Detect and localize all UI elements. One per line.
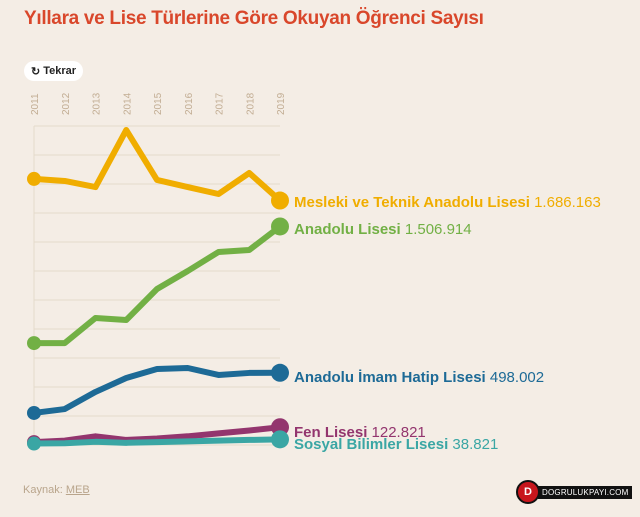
replay-label: Tekrar	[43, 65, 77, 77]
x-tick-label: 2014	[122, 92, 133, 115]
x-tick-label: 2017	[215, 92, 226, 115]
logo-text: DOGRULUKPAYI.COM	[538, 485, 633, 499]
end-point	[271, 217, 289, 236]
x-tick-label: 2011	[30, 93, 41, 115]
chart-title: Yıllara ve Lise Türlerine Göre Okuyan Öğ…	[24, 8, 484, 29]
series-label: Fen Lisesi 122.821	[294, 424, 426, 441]
series-name: Mesleki ve Teknik Anadolu Lisesi	[294, 194, 534, 211]
start-point	[27, 405, 41, 420]
series-value: 122.821	[372, 424, 426, 441]
series-label: Anadolu Lisesi 1.506.914	[294, 221, 472, 238]
series-line	[31, 436, 283, 447]
source-link[interactable]: MEB	[65, 484, 90, 496]
start-point	[27, 171, 41, 186]
source-label: Kaynak:	[23, 484, 63, 496]
series-label: Sosyal Bilimler Lisesi 38.821	[294, 436, 498, 453]
series-label: Mesleki ve Teknik Anadolu Lisesi 1.686.1…	[294, 194, 601, 211]
x-tick-label: 2015	[153, 92, 164, 115]
x-tick-label: 2013	[92, 92, 103, 115]
series-line	[31, 424, 283, 446]
series-line	[31, 127, 283, 204]
replay-icon: ↻	[31, 65, 41, 78]
start-point	[27, 336, 41, 351]
series-line	[31, 365, 283, 416]
series-label: Anadolu İmam Hatip Lisesi 498.002	[294, 369, 544, 386]
series-name: Fen Lisesi	[294, 424, 372, 441]
start-point	[27, 436, 41, 451]
x-tick-label: 2019	[276, 92, 287, 115]
x-tick-label: 2018	[245, 92, 256, 115]
series-name: Sosyal Bilimler Lisesi	[294, 436, 452, 453]
end-point	[271, 191, 289, 210]
source-note: Kaynak: MEB	[23, 484, 90, 496]
end-point	[271, 363, 289, 382]
series-value: 38.821	[452, 436, 498, 453]
series-value: 498.002	[490, 369, 544, 386]
replay-button[interactable]: ↻ Tekrar	[24, 61, 84, 81]
logo: D DOGRULUKPAYI.COM	[516, 480, 633, 504]
series-name: Anadolu Lisesi	[294, 221, 405, 238]
x-tick-label: 2012	[61, 92, 72, 115]
series-value: 1.506.914	[405, 221, 472, 238]
series-line	[31, 223, 283, 347]
end-point	[271, 430, 289, 449]
series-name: Anadolu İmam Hatip Lisesi	[294, 369, 490, 386]
series-value: 1.686.163	[534, 194, 601, 211]
x-tick-label: 2016	[184, 92, 195, 115]
